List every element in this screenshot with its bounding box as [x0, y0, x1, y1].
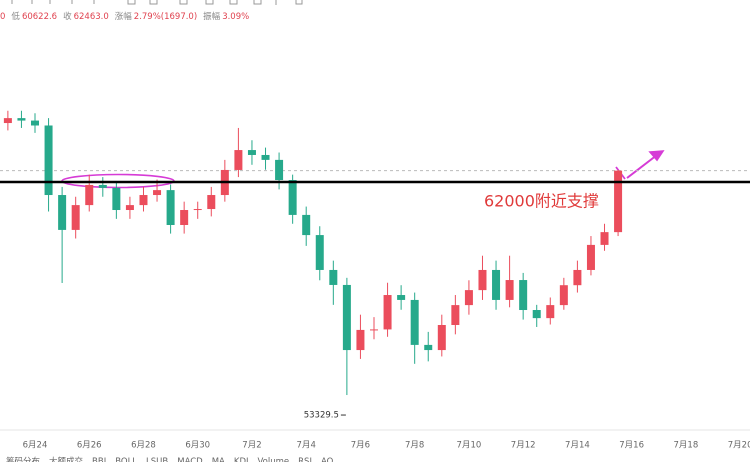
annotation: 62000附近支撑: [484, 192, 599, 211]
candle-body: [519, 280, 528, 311]
info-value: 0: [0, 12, 5, 22]
candle-body: [85, 184, 94, 206]
indicator-tab[interactable]: 大额成交: [49, 456, 84, 462]
tool-icon[interactable]: [253, 0, 262, 5]
indicator-tab[interactable]: BBI: [92, 457, 106, 462]
candle-body: [125, 205, 134, 211]
candle-body: [356, 329, 365, 351]
x-tick-label: 6月28: [131, 441, 156, 451]
candle-body: [464, 290, 473, 306]
info-label: 涨幅: [115, 11, 133, 22]
candle-body: [288, 180, 297, 215]
candle-body: [478, 269, 487, 291]
x-tick-label: 7月4: [297, 441, 316, 451]
candle-body: [302, 214, 311, 236]
x-tick-label: 6月24: [23, 441, 48, 451]
info-value: 62463.0: [74, 12, 109, 22]
x-tick-label: 7月8: [405, 441, 424, 451]
candle-body: [139, 195, 148, 206]
indicator-tab[interactable]: BOLL: [115, 457, 137, 462]
candle-body: [31, 120, 39, 126]
candle-body: [546, 305, 555, 319]
candle-body: [3, 118, 12, 124]
candle-body: [261, 154, 270, 160]
indicator-tab[interactable]: MA: [212, 457, 225, 462]
x-tick-label: 7月2: [242, 441, 261, 451]
candle-body: [193, 209, 202, 211]
tool-icon[interactable]: [295, 0, 303, 5]
indicator-tab[interactable]: LSUB: [146, 457, 168, 462]
candle-body: [247, 150, 256, 155]
candle-body: [532, 310, 541, 319]
indicator-tab[interactable]: Volume: [258, 457, 290, 462]
arrow-head: [648, 150, 665, 162]
candle-body: [614, 170, 623, 233]
indicator-tab[interactable]: MACD: [177, 457, 203, 462]
info-value: 3.09%: [222, 12, 249, 22]
candle-body: [600, 232, 609, 245]
toolbar: [11, 0, 303, 5]
candle-body: [573, 269, 582, 286]
x-tick-label: 7月14: [565, 441, 590, 451]
x-tick-label: 7月18: [674, 441, 699, 451]
candle-body: [17, 118, 26, 121]
info-label: 低: [11, 11, 20, 22]
x-tick-label: 7月20: [728, 441, 750, 451]
indicator-tab[interactable]: 筹码分布: [6, 456, 40, 462]
tool-icon[interactable]: [11, 0, 95, 4]
candle-body: [207, 195, 216, 210]
candle-body: [315, 235, 324, 270]
candle-body: [492, 269, 501, 300]
candle-body: [112, 187, 121, 211]
candle-body: [58, 195, 67, 230]
candle-body: [329, 269, 338, 285]
tool-icon[interactable]: [229, 0, 238, 5]
x-tick-label: 7月6: [351, 441, 370, 451]
candle-body: [410, 299, 419, 345]
candle-body: [166, 190, 175, 225]
candle-body: [397, 295, 406, 300]
tool-icon[interactable]: [205, 0, 214, 5]
candle-body: [275, 159, 284, 181]
candle-body: [44, 125, 53, 196]
candle-body: [383, 295, 392, 330]
candle-body: [153, 190, 162, 196]
info-label: 振幅: [203, 11, 221, 22]
x-tick-label: 6月30: [185, 441, 210, 451]
candle-body: [98, 184, 107, 188]
candle-body: [586, 244, 595, 270]
ohlc-info: 0 低 60622.6 收 62463.0 涨幅 2.79%(1697.0) 振幅 3.09%: [0, 11, 249, 22]
candle-body: [451, 305, 460, 325]
low-label: 53329.5: [304, 411, 339, 421]
info-value: 60622.6: [22, 12, 57, 22]
candle-body: [505, 280, 514, 300]
tool-icon[interactable]: [127, 0, 136, 5]
candle-body: [234, 150, 243, 170]
info-value: 2.79%(1697.0): [134, 12, 197, 22]
candle-body: [71, 205, 80, 230]
indicator-bar: 筹码分布 大额成交 BBI BOLL LSUB MACD MA KDJ Volume RSI AO: [6, 456, 334, 462]
candle-body: [437, 325, 446, 351]
candle-body: [342, 284, 351, 351]
tool-icon[interactable]: [179, 0, 188, 5]
indicator-tab[interactable]: RSI: [298, 457, 312, 462]
x-tick-label: 6月26: [77, 441, 102, 451]
info-label: 收: [63, 11, 72, 22]
candle-body: [424, 344, 433, 351]
candle-body: [559, 285, 568, 306]
x-tick-label: 7月12: [511, 441, 536, 451]
indicator-tab[interactable]: AO: [321, 457, 334, 462]
candle-body: [370, 329, 378, 331]
x-tick-label: 7月10: [457, 441, 482, 451]
x-tick-label: 7月16: [619, 441, 644, 451]
arrow-stroke: [626, 154, 658, 179]
candle-body: [180, 210, 189, 225]
tool-icon[interactable]: [149, 0, 158, 5]
indicator-tab[interactable]: KDJ: [234, 457, 249, 462]
